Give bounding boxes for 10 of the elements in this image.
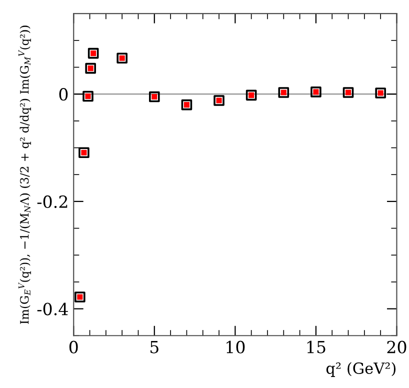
- text: Im(G$_{E}$$^{V}$(q²)), −1/(M$_{N}$Λ) (3/2 + q² d/dq²) Im(G$_{M}$$^{V}$(q²)): [18, 26, 31, 324]
- x-tick-label: 15: [307, 340, 326, 354]
- y-tick-label: 0: [59, 88, 68, 101]
- x-axis-title: q² (GeV²): [326, 362, 396, 377]
- x-tick-label: 5: [150, 340, 158, 354]
- x-tick-label: 10: [226, 340, 245, 354]
- y-tick-label: -0.4: [37, 302, 68, 316]
- y-tick-label: -0.2: [37, 195, 68, 208]
- x-tick-label: 20: [387, 340, 406, 354]
- x-tick-label: 0: [69, 340, 78, 354]
